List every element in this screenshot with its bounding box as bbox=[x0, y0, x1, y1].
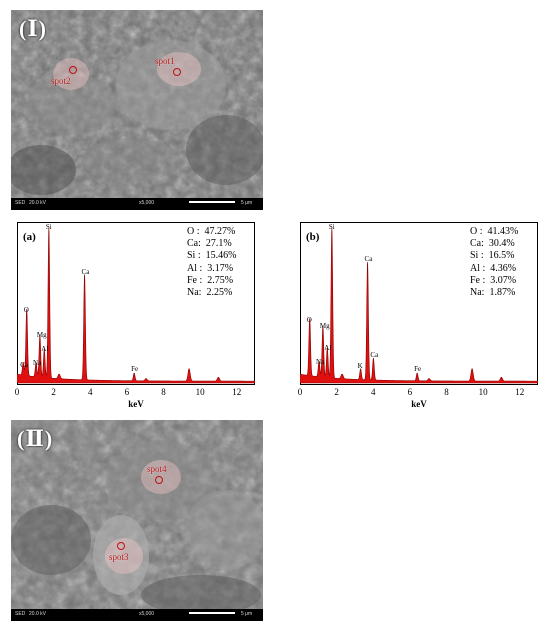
chart-frame-a bbox=[17, 222, 255, 385]
eds-chart-a: (a) O : 47.27% Ca: 27.1% Si : 15.46% Al … bbox=[14, 222, 255, 412]
magnification-label: x5,000 bbox=[139, 611, 155, 617]
spot4-label: spot4 bbox=[147, 464, 167, 474]
peak-label-o: O bbox=[306, 315, 312, 324]
spot1-label: spot1 bbox=[155, 56, 175, 66]
x-tick-label: 12 bbox=[232, 387, 242, 397]
spot2-label: spot2 bbox=[51, 76, 71, 86]
composition-row: Al : 3.17% bbox=[187, 262, 234, 274]
composition-row: O : 41.43% bbox=[470, 226, 519, 237]
sem-info-bar-bottom: SED 20.0 kV x5,000 5 μm bbox=[11, 609, 263, 621]
composition-row: Fe : 2.75% bbox=[187, 274, 234, 286]
x-tick-label: 0 bbox=[297, 387, 303, 397]
x-tick-label: 2 bbox=[334, 387, 339, 397]
x-tick-label: 8 bbox=[444, 387, 449, 397]
peak-label-na: Na bbox=[33, 359, 42, 368]
peak-label-ca: Ca bbox=[364, 255, 373, 264]
panel-tag-b: (b) bbox=[306, 231, 320, 243]
x-tick-label: 10 bbox=[195, 387, 205, 397]
spot1-circle bbox=[173, 68, 181, 76]
peak-label-al: Al bbox=[41, 345, 49, 354]
composition-row: O : 47.27% bbox=[187, 226, 236, 237]
detector-label: SED bbox=[15, 200, 26, 206]
peak-label-ca: Ca bbox=[20, 360, 28, 369]
scale-bar bbox=[189, 201, 235, 203]
magnification-label: x5,000 bbox=[139, 200, 155, 206]
x-tick-label: 2 bbox=[51, 387, 56, 397]
detector-label: SED bbox=[15, 611, 26, 617]
x-tick-label: 12 bbox=[515, 387, 525, 397]
chart-frame-b bbox=[300, 222, 538, 385]
peak-label-k: K bbox=[357, 362, 363, 371]
peak-label-si: Si bbox=[328, 222, 335, 231]
composition-row: Si : 16.5% bbox=[470, 250, 515, 262]
scale-label: 5 μm bbox=[241, 611, 253, 617]
spectrum-area-b bbox=[300, 227, 538, 384]
composition-row: Ca: 27.1% bbox=[187, 238, 232, 250]
composition-row: Fe : 3.07% bbox=[470, 274, 517, 286]
composition-row: Ca: 30.4% bbox=[470, 238, 515, 250]
peak-label-fe: Fe bbox=[414, 365, 422, 374]
spot3-label: spot3 bbox=[109, 552, 129, 562]
sem-texture-top bbox=[11, 10, 263, 210]
peak-label-si: Si bbox=[45, 222, 52, 231]
voltage-label: 20.0 kV bbox=[29, 611, 46, 617]
x-tick-label: 8 bbox=[161, 387, 166, 397]
spot2-circle bbox=[69, 66, 77, 74]
peak-label-fe: Fe bbox=[131, 365, 139, 374]
peak-label-mg: Mg bbox=[36, 331, 47, 340]
x-tick-label: 0 bbox=[14, 387, 20, 397]
panel-label-II: (Ⅱ) bbox=[17, 426, 54, 451]
sem-info-bar-top: SED 20.0 kV x5,000 5 μm bbox=[11, 198, 263, 210]
peak-label-na: Na bbox=[316, 357, 325, 366]
sem-image-top: (Ⅰ) spot1 spot2 SED 20.0 kV x5,000 5 μm bbox=[11, 10, 263, 210]
scale-bar bbox=[189, 612, 235, 614]
composition-row: Al : 4.36% bbox=[470, 262, 517, 274]
composition-table-a: O : 47.27% Ca: 27.1% Si : 15.46% Al : 3.… bbox=[187, 226, 236, 299]
composition-row: Si : 15.46% bbox=[187, 250, 237, 262]
x-tick-label: 10 bbox=[478, 387, 488, 397]
spot3-circle bbox=[117, 542, 125, 550]
eds-chart-b: (b) O : 41.43% Ca: 30.4% Si : 16.5% Al :… bbox=[297, 222, 538, 412]
spot4-circle bbox=[155, 476, 163, 484]
peak-label-ca: Ca bbox=[370, 351, 379, 360]
x-tick-label: 4 bbox=[87, 387, 93, 397]
x-tick-label: 4 bbox=[370, 387, 376, 397]
peak-label-mg: Mg bbox=[319, 321, 330, 330]
voltage-label: 20.0 kV bbox=[29, 200, 46, 206]
panel-label-I: (Ⅰ) bbox=[19, 16, 47, 41]
composition-row: Na: 1.87% bbox=[470, 287, 516, 299]
scale-label: 5 μm bbox=[241, 200, 253, 206]
spot2-halo bbox=[53, 58, 89, 90]
peak-label-o: O bbox=[23, 306, 29, 315]
panel-tag-a: (a) bbox=[23, 231, 36, 243]
x-tick-label: 6 bbox=[407, 387, 413, 397]
peak-label-al: Al bbox=[324, 343, 332, 352]
spectrum-area-a bbox=[17, 227, 255, 384]
peak-label-ca: Ca bbox=[81, 267, 90, 276]
x-tick-label: 6 bbox=[124, 387, 130, 397]
composition-table-b: O : 41.43% Ca: 30.4% Si : 16.5% Al : 4.3… bbox=[470, 226, 518, 299]
sem-image-bottom: (Ⅱ) spot4 spot3 SED 20.0 kV x5,000 5 μm bbox=[11, 420, 263, 621]
x-axis-label: keV bbox=[128, 399, 144, 409]
x-axis-label: keV bbox=[411, 399, 427, 409]
composition-row: Na: 2.25% bbox=[187, 287, 233, 299]
